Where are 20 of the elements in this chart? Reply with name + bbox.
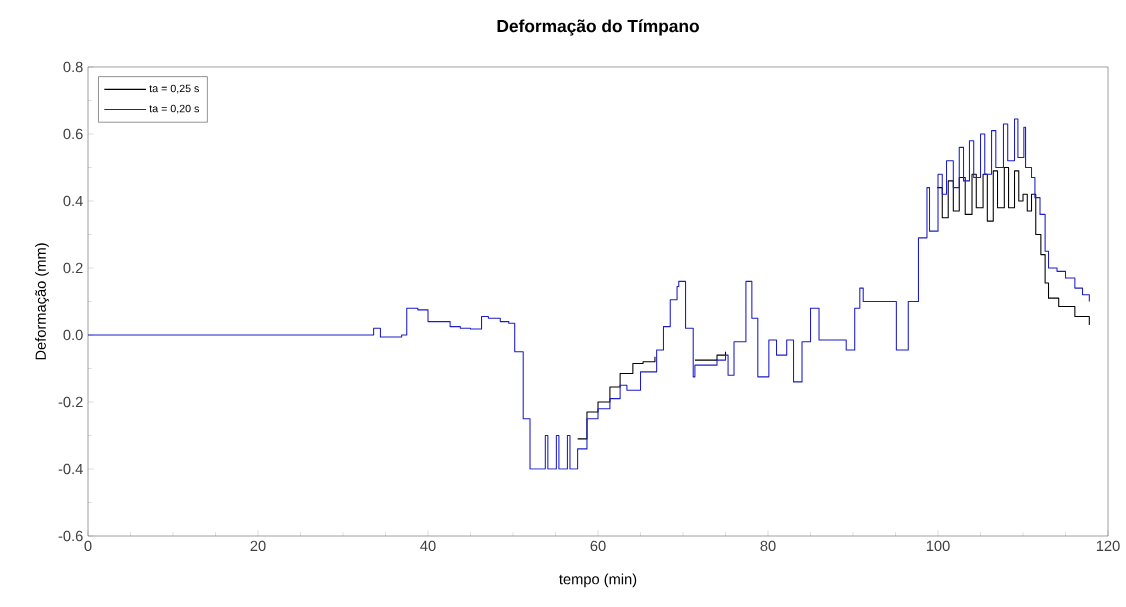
y-tick-label: 0.6 (63, 128, 83, 140)
legend-label: ta = 0,25 s (149, 84, 199, 94)
x-tick-label: 100 (926, 540, 950, 552)
y-tick-label: 0.4 (63, 195, 83, 207)
x-tick-label: 80 (760, 540, 776, 552)
y-tick-label: 0.0 (63, 329, 83, 341)
legend-label: ta = 0,20 s (149, 104, 199, 114)
x-tick-label: 20 (250, 540, 266, 552)
y-tick-label: 0.2 (63, 262, 83, 274)
chart-title: Deformação do Tímpano (497, 19, 699, 36)
x-tick-label: 0 (84, 540, 92, 552)
y-axis-title: Deformação (mm) (35, 243, 49, 360)
y-tick-label: -0.2 (58, 396, 83, 408)
y-tick-label: 0.8 (63, 61, 83, 73)
x-tick-label: 120 (1096, 540, 1120, 552)
x-tick-label: 40 (420, 540, 436, 552)
x-axis-title: tempo (min) (559, 573, 637, 588)
y-tick-label: -0.6 (58, 530, 83, 542)
y-tick-label: -0.4 (58, 463, 83, 475)
x-tick-label: 60 (590, 540, 606, 552)
